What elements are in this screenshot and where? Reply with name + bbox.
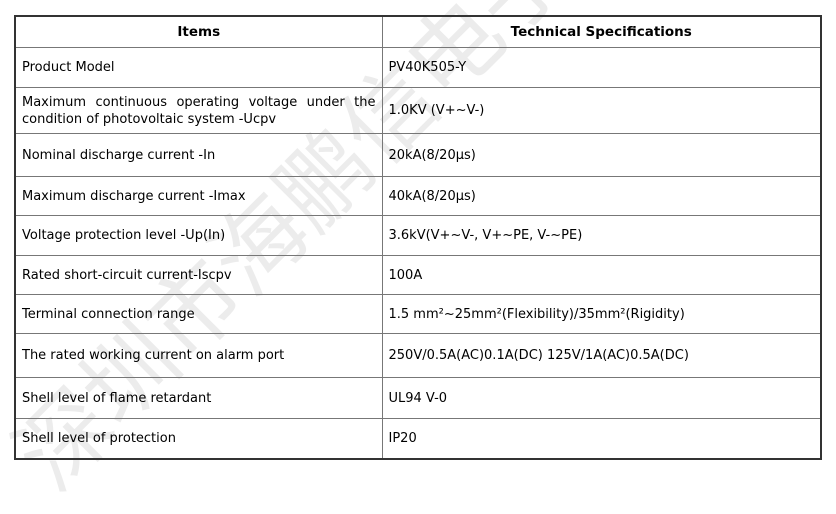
table-row: Rated short-circuit current-Iscpv 100A xyxy=(14,255,822,295)
item-cell: Rated short-circuit current-Iscpv xyxy=(14,255,383,295)
item-cell: Maximum continuous operating voltage und… xyxy=(14,87,383,134)
spec-cell: 1.0KV (V+~V-) xyxy=(381,87,822,134)
spec-cell: IP20 xyxy=(381,418,822,459)
table-row: Product Model PV40K505-Y xyxy=(14,47,822,88)
item-cell: Shell level of flame retardant xyxy=(14,377,383,419)
spec-cell: 20kA(8/20μs) xyxy=(381,133,822,177)
item-cell: Maximum discharge current -Imax xyxy=(14,176,383,216)
item-cell: Nominal discharge current -In xyxy=(14,133,383,177)
spec-cell: 40kA(8/20μs) xyxy=(381,176,822,216)
table-row: Shell level of flame retardant UL94 V-0 xyxy=(14,377,822,419)
header-row: Items Technical Specifications xyxy=(14,15,822,48)
table-row: Terminal connection range 1.5 mm²~25mm²(… xyxy=(14,294,822,334)
table-row: Voltage protection level -Up(In) 3.6kV(V… xyxy=(14,215,822,256)
spec-table: Items Technical Specifications Product M… xyxy=(14,15,822,460)
spec-cell: 250V/0.5A(AC)0.1A(DC) 125V/1A(AC)0.5A(DC… xyxy=(381,333,822,378)
table-row: Nominal discharge current -In 20kA(8/20μ… xyxy=(14,133,822,177)
header-specs: Technical Specifications xyxy=(381,15,822,48)
table-row: Maximum discharge current -Imax 40kA(8/2… xyxy=(14,176,822,216)
table-row: Maximum continuous operating voltage und… xyxy=(14,87,822,134)
table-row: Shell level of protection IP20 xyxy=(14,418,822,459)
spec-cell: UL94 V-0 xyxy=(381,377,822,419)
table-row: The rated working current on alarm port … xyxy=(14,333,822,378)
spec-cell: PV40K505-Y xyxy=(381,47,822,88)
item-cell: The rated working current on alarm port xyxy=(14,333,383,378)
header-items: Items xyxy=(14,15,383,48)
item-cell: Shell level of protection xyxy=(14,418,383,459)
item-cell: Terminal connection range xyxy=(14,294,383,334)
item-cell: Voltage protection level -Up(In) xyxy=(14,215,383,256)
spec-cell: 100A xyxy=(381,255,822,295)
spec-cell: 1.5 mm²~25mm²(Flexibility)/35mm²(Rigidit… xyxy=(381,294,822,334)
item-cell: Product Model xyxy=(14,47,383,88)
spec-cell: 3.6kV(V+~V-, V+~PE, V-~PE) xyxy=(381,215,822,256)
